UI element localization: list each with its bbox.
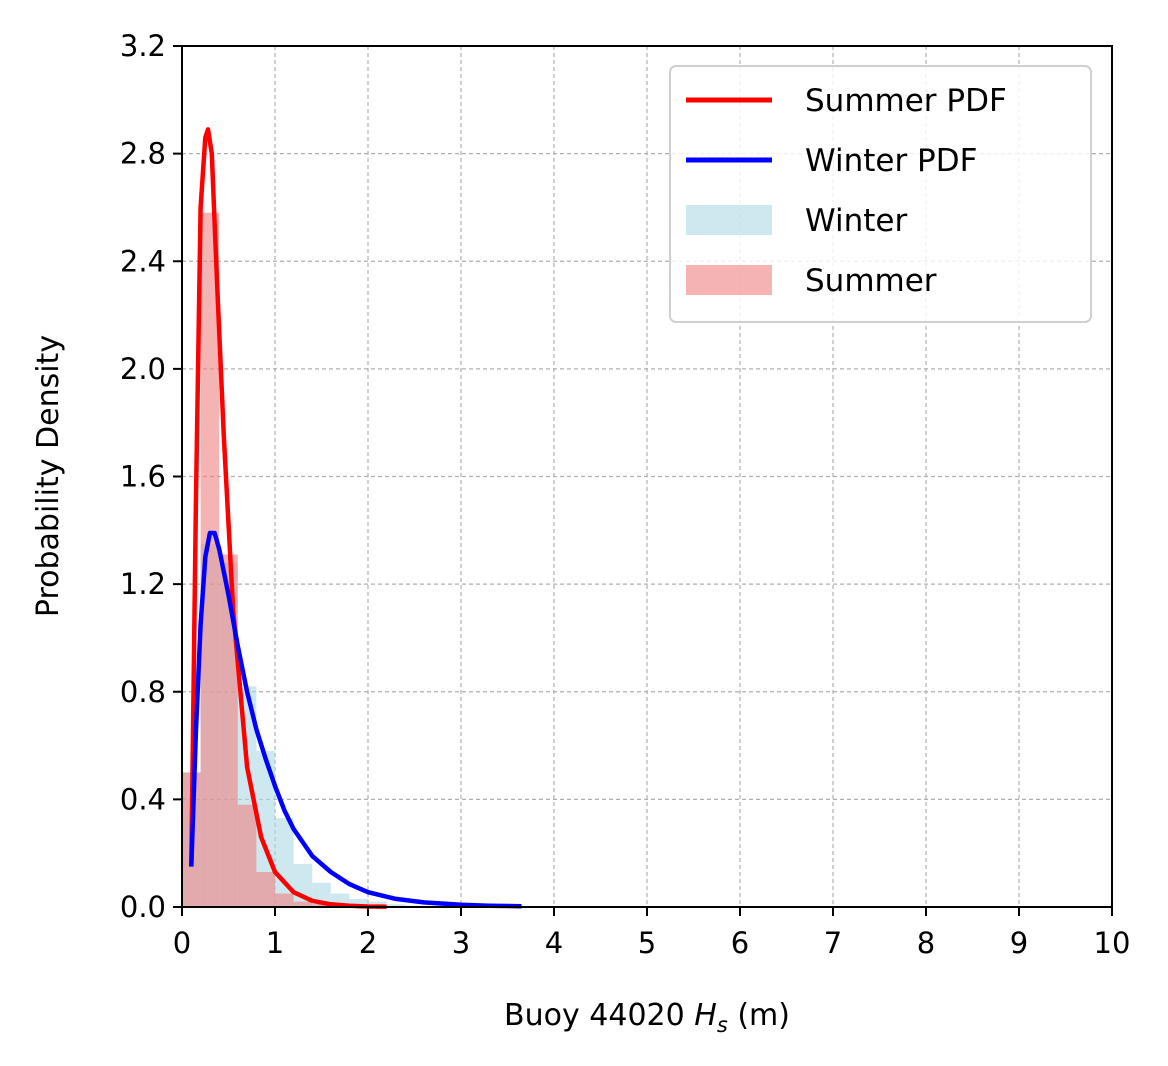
histogram-bar — [275, 893, 294, 907]
legend-label: Summer — [805, 263, 937, 299]
y-tick-label: 3.2 — [120, 29, 166, 63]
x-axis-title: Buoy 44020 Hs (m) — [504, 998, 790, 1037]
y-axis-ticks: 0.0 0.4 0.8 1.2 1.6 2.0 2.4 2.8 3.2 — [120, 29, 182, 924]
histogram-bar — [237, 804, 257, 907]
x-axis-title-subscript: s — [717, 1013, 728, 1037]
y-tick-label: 1.2 — [120, 567, 166, 601]
x-tick-label: 8 — [917, 926, 935, 960]
histogram-bar — [256, 750, 275, 907]
summer-histogram — [182, 212, 331, 908]
histogram-bar — [256, 872, 275, 907]
x-tick-label: 7 — [824, 926, 842, 960]
y-tick-label: 2.0 — [120, 352, 166, 386]
y-tick-label: 0.8 — [120, 675, 166, 709]
x-tick-label: 6 — [731, 926, 749, 960]
x-tick-label: 4 — [545, 926, 563, 960]
y-tick-label: 0.0 — [120, 890, 166, 924]
y-axis-title: Probability Density — [31, 335, 66, 617]
legend-label: Summer PDF — [805, 83, 1007, 119]
histogram-bar — [386, 904, 406, 907]
pdf-curves — [189, 127, 522, 909]
y-tick-label: 2.8 — [120, 137, 166, 171]
histogram-bar — [200, 212, 220, 908]
summer-pdf-line — [189, 127, 387, 909]
legend: Summer PDF Winter PDF Winter Summer — [669, 65, 1092, 323]
histogram-bar — [368, 901, 387, 907]
histogram-bar — [312, 904, 331, 907]
x-tick-label: 3 — [452, 926, 470, 960]
x-tick-label: 10 — [1094, 926, 1131, 960]
legend-patch-swatch — [686, 265, 772, 295]
winter-pdf-line — [189, 530, 522, 909]
histogram-bar — [349, 898, 368, 907]
x-tick-label: 5 — [638, 926, 656, 960]
histogram-bar — [293, 901, 313, 907]
x-axis-ticks: 0 1 2 3 4 5 6 7 8 9 10 — [173, 907, 1131, 960]
x-tick-label: 1 — [266, 926, 284, 960]
x-axis-title-prefix: Buoy 44020 — [504, 998, 694, 1033]
legend-label: Winter — [805, 203, 907, 239]
y-tick-label: 2.4 — [120, 244, 166, 278]
legend-label: Winter PDF — [805, 143, 977, 179]
histograms — [182, 212, 424, 908]
legend-box — [669, 65, 1092, 323]
x-tick-label: 9 — [1010, 926, 1028, 960]
x-axis-title-suffix: (m) — [728, 998, 790, 1033]
legend-patch-swatch — [686, 205, 772, 235]
x-tick-label: 0 — [173, 926, 191, 960]
x-axis-title-symbol: H — [694, 998, 717, 1033]
y-tick-label: 0.4 — [120, 782, 166, 816]
y-tick-label: 1.6 — [120, 460, 166, 494]
histogram-bar — [219, 554, 238, 907]
x-tick-label: 2 — [359, 926, 377, 960]
